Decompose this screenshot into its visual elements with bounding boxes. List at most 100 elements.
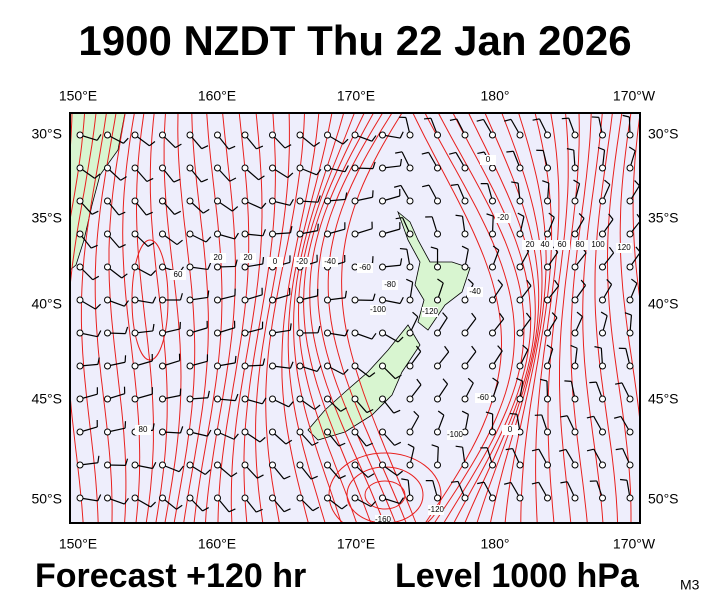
- barb-flag: [283, 475, 291, 480]
- station: [434, 296, 441, 304]
- barb-flag: [396, 470, 403, 476]
- barb-flag: [542, 180, 550, 184]
- station: [489, 494, 496, 502]
- station: [324, 131, 331, 139]
- barb-flag: [149, 141, 156, 147]
- station: [599, 329, 606, 337]
- station: [599, 362, 606, 370]
- barb-flag: [207, 262, 212, 270]
- barb-flag: [120, 176, 127, 181]
- isobar: [619, 113, 640, 427]
- barb-flag: [202, 507, 209, 512]
- barb-flag: [525, 312, 532, 319]
- barb-flag: [395, 151, 403, 154]
- station: [159, 428, 166, 436]
- station: [324, 461, 331, 469]
- barb-flag: [314, 404, 321, 410]
- barb-flag: [344, 192, 348, 200]
- station: [571, 362, 579, 370]
- barb-flag: [497, 345, 503, 352]
- barb-flag: [608, 246, 615, 254]
- station: [104, 461, 111, 469]
- station: [351, 362, 359, 370]
- wind-barbs: [76, 114, 640, 513]
- barb-flag: [586, 415, 594, 419]
- isobar: [230, 113, 263, 523]
- station: [351, 197, 359, 205]
- station: [186, 428, 194, 436]
- station: [489, 461, 496, 469]
- contour-labels: 60 20 20 0 -20 -40 -60 -80 -100 -120 -40 -20 0 20 40 60…: [135, 155, 632, 523]
- isobar: [297, 113, 358, 523]
- barb-flag: [413, 410, 420, 417]
- contour-label-box: [616, 243, 632, 253]
- station: [269, 428, 276, 436]
- station: [626, 362, 634, 370]
- station: [186, 263, 194, 271]
- contour-label-box: [590, 240, 606, 250]
- barb-flag: [477, 151, 485, 155]
- barb-flag: [560, 481, 568, 484]
- barb-flag: [234, 393, 239, 401]
- contour-label-box: [447, 430, 463, 440]
- map-content: 60 20 20 0 -20 -40 -60 -80 -100 -120 -40 -20 0 20 40 60…: [70, 113, 640, 523]
- station: [214, 296, 221, 304]
- barb-flag: [372, 293, 376, 301]
- barb-flag: [316, 168, 322, 176]
- barb-flag: [450, 183, 459, 186]
- barb-flag: [313, 141, 320, 147]
- station: [76, 494, 84, 502]
- barb-flag: [310, 475, 318, 480]
- contour-label: -20: [296, 257, 308, 266]
- contour-label: 20: [526, 240, 535, 249]
- station: [241, 362, 249, 370]
- station: [626, 230, 634, 238]
- north-island: [397, 210, 471, 331]
- station: [76, 263, 84, 271]
- station: [489, 131, 496, 139]
- barb-flag: [287, 172, 294, 179]
- contour-label-box: [375, 515, 391, 523]
- barb-flag: [393, 409, 401, 414]
- barb-flag: [123, 497, 129, 505]
- contour-label: -120: [422, 307, 439, 316]
- station: [269, 329, 276, 337]
- contour-label: -60: [477, 393, 489, 402]
- barb-flag: [580, 279, 586, 286]
- barb-flag: [94, 173, 101, 179]
- station: [324, 164, 331, 172]
- barb-flag: [486, 213, 494, 217]
- station: [544, 197, 551, 205]
- barb-flag: [506, 150, 514, 153]
- station: [104, 428, 111, 436]
- barb-flag: [259, 436, 266, 443]
- station: [159, 461, 166, 469]
- barb-flag: [624, 312, 632, 316]
- barb-flag: [467, 377, 474, 384]
- station: [269, 164, 276, 172]
- right-lat-label: 30°S: [648, 126, 679, 142]
- station: [186, 362, 194, 370]
- barb-flag: [560, 415, 568, 418]
- station: [379, 362, 386, 370]
- isobar: [149, 113, 168, 523]
- station: [104, 494, 111, 502]
- station: [159, 263, 166, 271]
- station: [461, 164, 469, 172]
- station: [489, 329, 496, 337]
- barb-flag: [395, 374, 402, 380]
- station: [104, 395, 111, 403]
- station: [571, 395, 579, 403]
- barb-flag: [234, 259, 238, 267]
- station: [626, 197, 634, 205]
- barb-flag: [631, 278, 638, 284]
- barb-flag: [150, 270, 157, 276]
- station: [544, 230, 551, 238]
- barb-flag: [471, 312, 477, 320]
- station: [489, 428, 496, 436]
- south-island: [307, 324, 421, 441]
- station: [379, 131, 386, 139]
- station: [406, 197, 414, 205]
- barb-flag: [367, 473, 375, 478]
- barb-flag: [476, 118, 484, 122]
